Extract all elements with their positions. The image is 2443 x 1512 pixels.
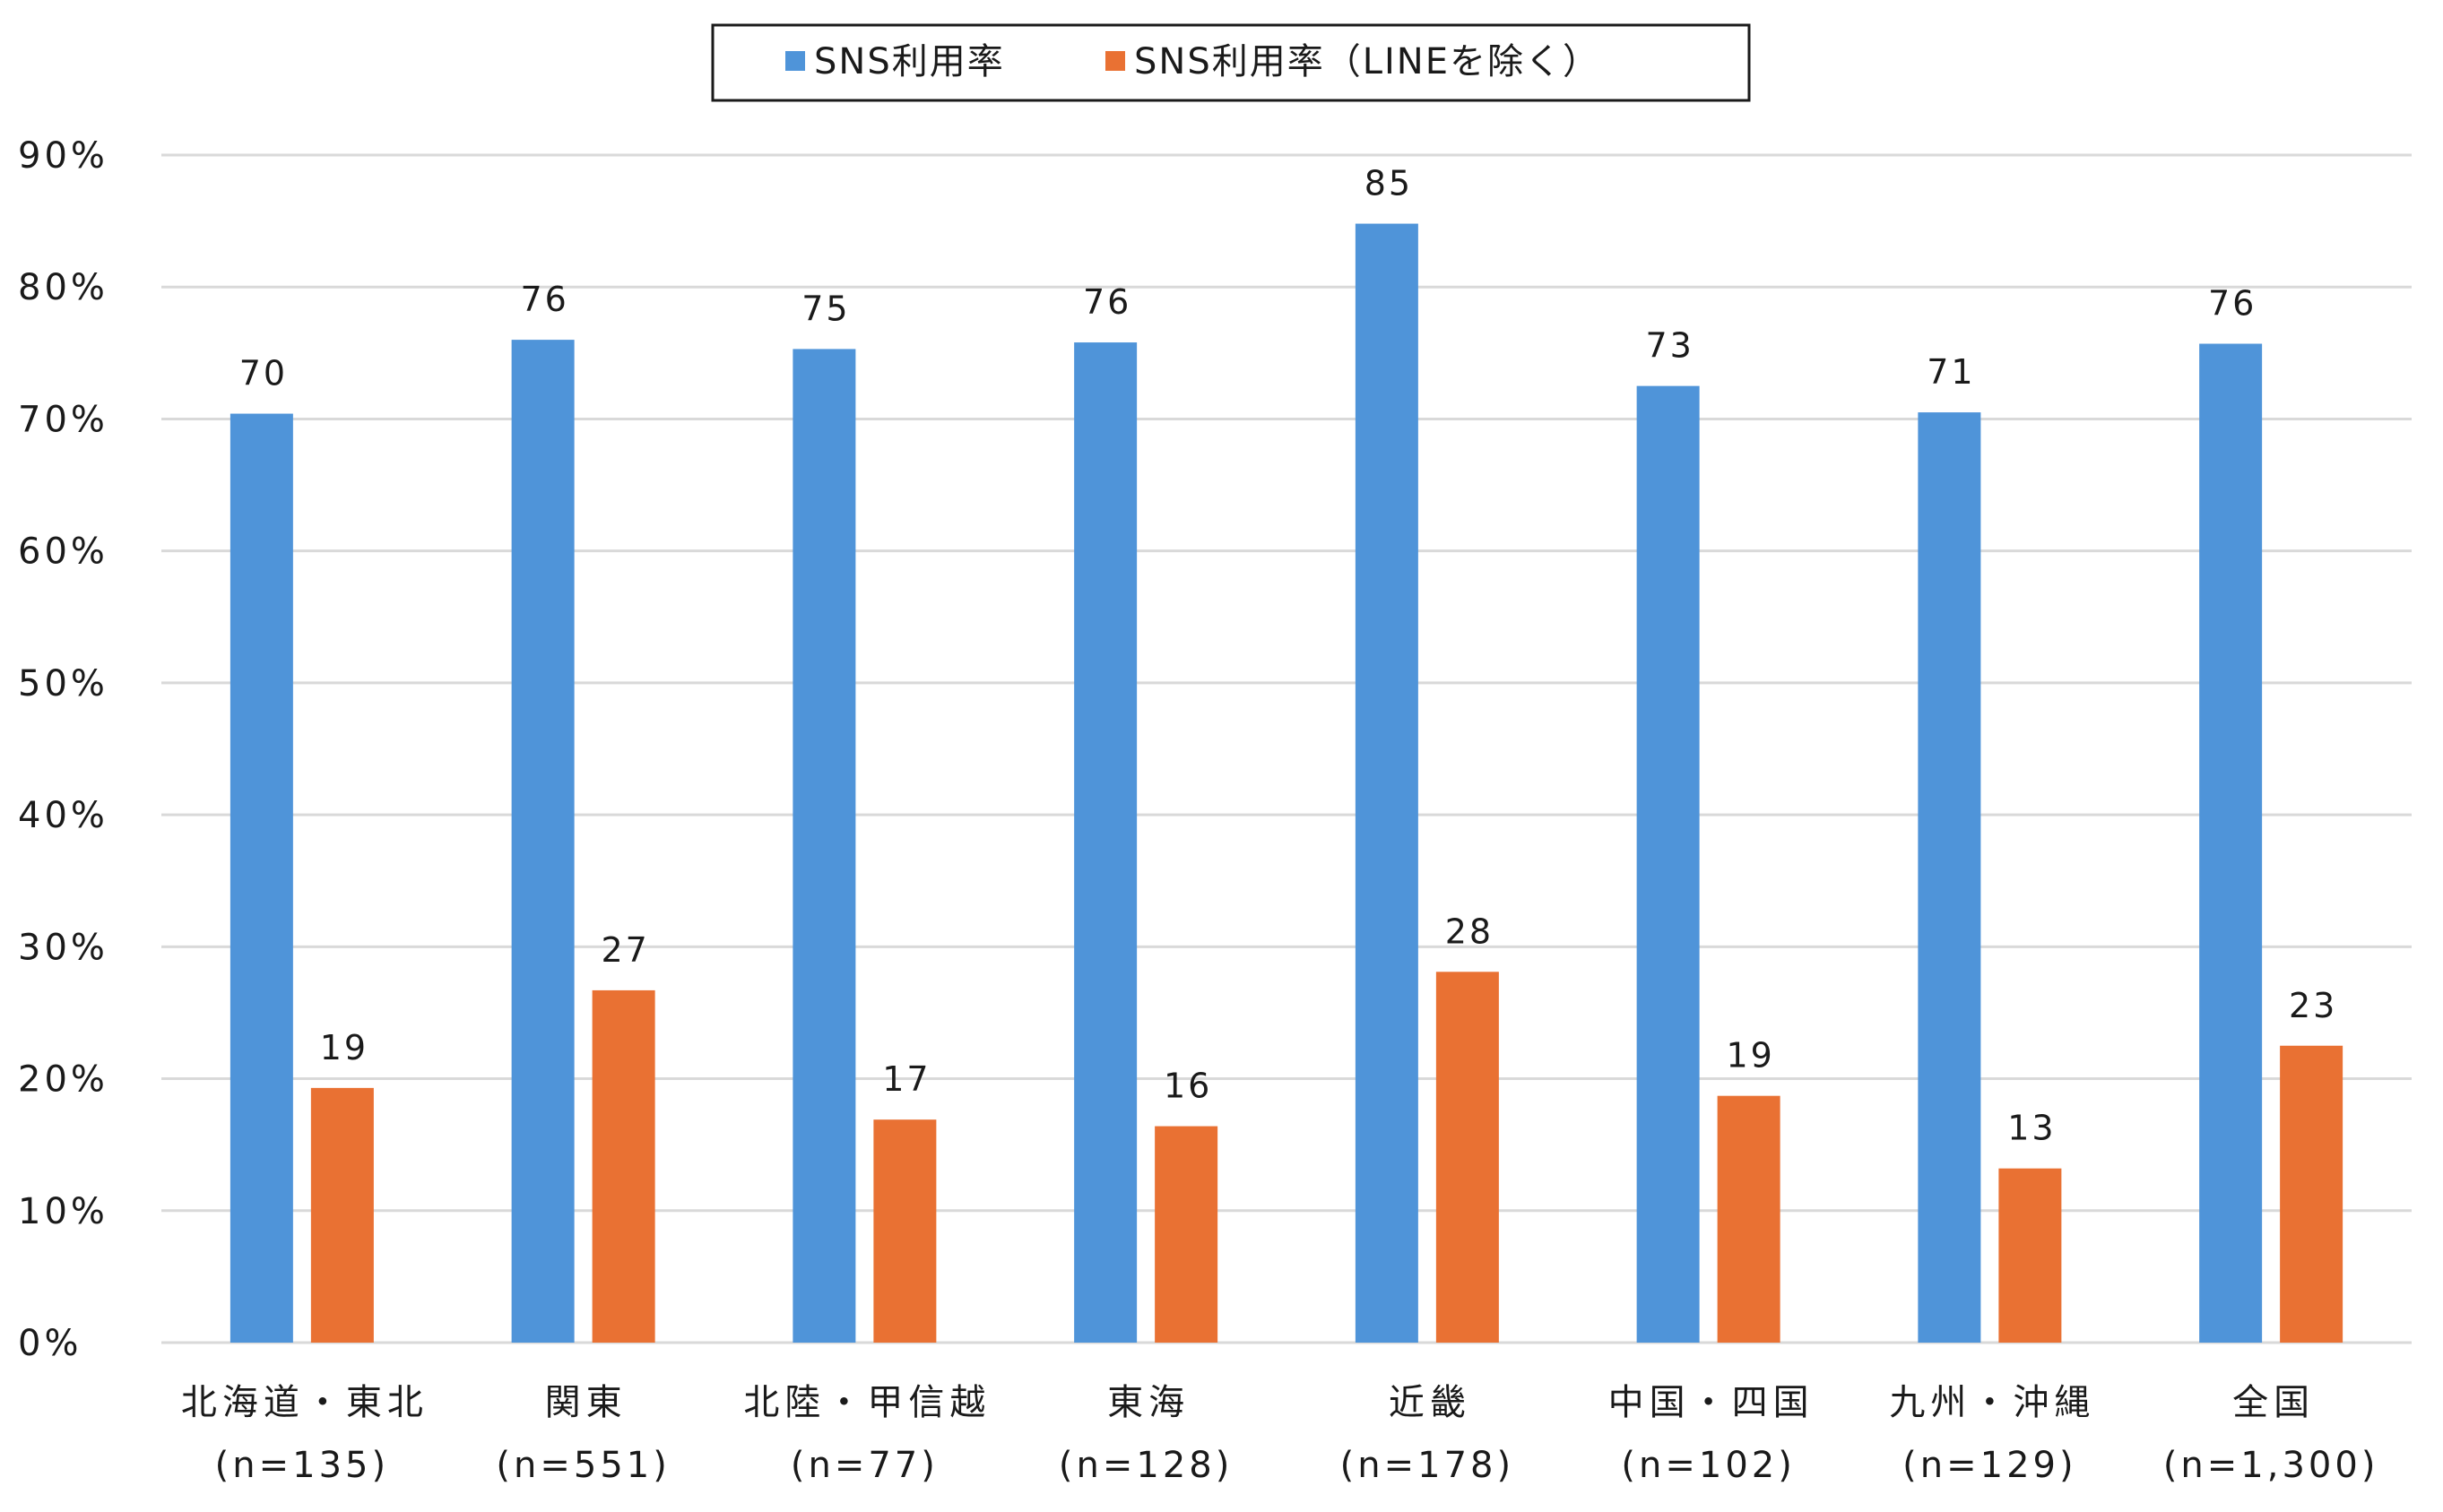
bars	[230, 223, 2343, 1344]
bar-sns	[1355, 223, 1418, 1344]
data-label-sns-excl-line: 17	[882, 1059, 931, 1099]
data-label-sns: 75	[801, 289, 850, 328]
data-label-sns-excl-line: 27	[601, 930, 649, 970]
data-label-sns: 76	[520, 280, 568, 319]
x-category-label: 東海	[1107, 1382, 1190, 1423]
bar-sns	[1636, 385, 1700, 1343]
legend-label-sns-excl-line: SNS利用率（LINEを除く）	[1134, 41, 1600, 82]
y-tick-label: 40%	[18, 795, 108, 836]
data-label-sns-excl-line: 16	[1164, 1067, 1212, 1106]
bar-sns	[1918, 412, 1981, 1343]
x-category-sample-size: (n=102)	[1621, 1445, 1795, 1486]
bar-sns	[1074, 342, 1138, 1343]
y-tick-label: 50%	[18, 663, 108, 704]
y-tick-label: 60%	[18, 531, 108, 573]
x-axis-categories: 北海道・東北 (n=135) 関東 (n=551) 北陸・甲信越 (n=77) 東海 (n=1…	[181, 1382, 2379, 1486]
x-category-sample-size: (n=129)	[1902, 1445, 2076, 1486]
x-category-label: 九州・沖縄	[1889, 1382, 2095, 1423]
bar-sns	[2199, 343, 2263, 1343]
bar-sns-excl-line	[1435, 972, 1499, 1343]
data-label-sns: 70	[239, 354, 288, 393]
x-category-sample-size: (n=1,300)	[2163, 1445, 2379, 1486]
y-tick-label: 0%	[18, 1323, 82, 1364]
legend-swatch-sns	[785, 51, 805, 71]
y-axis-ticks: 90% 80% 70% 60% 50% 40% 30% 20% 10% 0%	[18, 135, 108, 1364]
x-category-sample-size: (n=551)	[496, 1445, 670, 1486]
bar-sns-excl-line	[310, 1087, 374, 1343]
bar-sns-excl-line	[592, 989, 655, 1343]
data-label-sns: 71	[1927, 352, 1975, 392]
y-tick-label: 80%	[18, 267, 108, 308]
y-tick-label: 90%	[18, 135, 108, 177]
x-category-label: 関東	[545, 1382, 628, 1423]
bar-sns	[230, 413, 293, 1343]
legend-label-sns: SNS利用率	[814, 41, 1005, 82]
x-category-sample-size: (n=128)	[1059, 1445, 1233, 1486]
x-category-label: 近畿	[1389, 1382, 1471, 1423]
data-label-sns: 76	[1083, 282, 1131, 322]
y-tick-label: 10%	[18, 1191, 108, 1232]
bar-sns	[793, 349, 856, 1344]
x-category-sample-size: (n=77)	[791, 1445, 939, 1486]
bar-sns-excl-line	[1717, 1095, 1780, 1343]
y-tick-label: 30%	[18, 927, 108, 968]
x-category-label: 北海道・東北	[181, 1382, 429, 1423]
data-label-sns-excl-line: 19	[320, 1028, 368, 1067]
data-label-sns-excl-line: 13	[2007, 1109, 2056, 1148]
data-label-sns-excl-line: 23	[2289, 986, 2337, 1025]
x-category-label: 北陸・甲信越	[743, 1382, 991, 1423]
bar-sns-excl-line	[1155, 1126, 1218, 1343]
x-category-label: 中国・四国	[1608, 1382, 1815, 1423]
x-category-label: 全国	[2232, 1382, 2315, 1423]
legend: SNS利用率 SNS利用率（LINEを除く）	[711, 23, 1751, 102]
data-label-sns: 76	[2208, 284, 2257, 324]
data-label-sns: 73	[1645, 326, 1694, 366]
data-label-sns: 85	[1364, 164, 1413, 203]
bar-sns-excl-line	[873, 1119, 937, 1343]
bar-sns-excl-line	[2280, 1045, 2343, 1343]
bar-sns-excl-line	[1998, 1168, 2062, 1343]
y-tick-label: 70%	[18, 399, 108, 440]
y-tick-label: 20%	[18, 1059, 108, 1101]
x-category-sample-size: (n=178)	[1340, 1445, 1514, 1486]
legend-swatch-sns-excl-line	[1105, 51, 1125, 71]
gridlines	[161, 153, 2412, 1344]
bar-sns	[511, 340, 575, 1344]
data-label-sns-excl-line: 28	[1445, 912, 1494, 951]
legend-box	[711, 23, 1751, 102]
data-label-sns-excl-line: 19	[1726, 1036, 1774, 1076]
x-category-sample-size: (n=135)	[215, 1445, 389, 1486]
data-labels: 70 19 76 27 75 17 76 16 85 28 73 19 71 13 76 23	[239, 164, 2337, 1148]
